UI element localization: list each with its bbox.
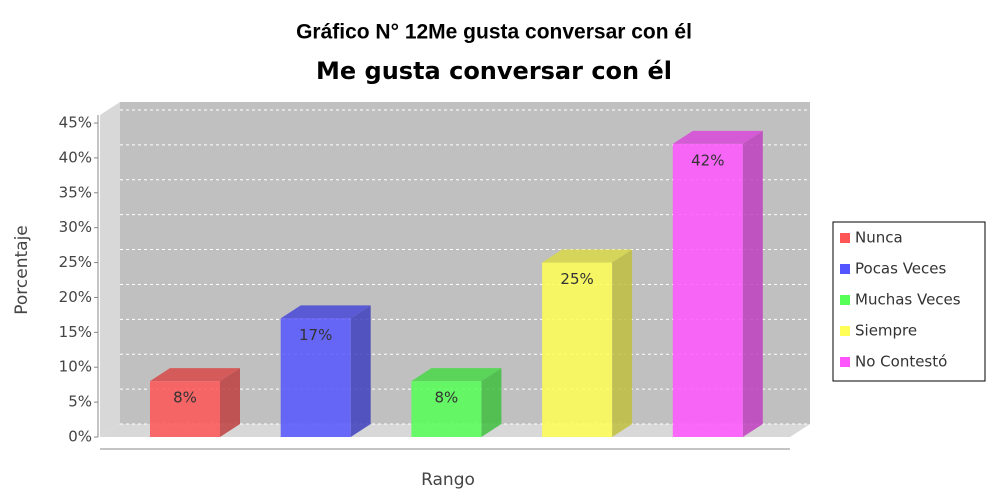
bar-side [350,305,371,437]
bar [411,381,482,437]
y-tick-label: 35% [59,183,92,201]
bar-side [612,249,633,437]
y-axis-label: Porcentaje [12,225,32,315]
y-tick-label: 0% [68,428,92,446]
bar [542,262,613,437]
data-label: 8% [173,389,197,407]
x-axis-label: Rango [421,470,475,490]
bar-top [672,130,763,144]
bar [280,318,351,437]
data-label: 8% [435,389,459,407]
y-tick-label: 15% [59,323,92,341]
legend-swatch [840,233,850,243]
data-label: 17% [299,326,332,344]
data-label: 42% [691,151,724,169]
bar-side [220,368,240,437]
y-tick-label: 45% [59,114,92,132]
y-tick-label: 40% [59,148,92,166]
legend-label: Muchas Veces [855,291,961,309]
bar [672,143,743,437]
y-tick-label: 20% [59,288,92,306]
y-tick-label: 25% [59,253,92,271]
data-label: 25% [560,270,593,288]
legend-box [832,221,986,382]
bar-top [280,305,371,319]
side-wall [100,102,120,437]
page-title: Gráfico N° 12Me gusta conversar con él [296,21,692,44]
bar-top [150,368,240,382]
y-tick-label: 10% [59,358,92,376]
legend-label: Siempre [855,322,917,340]
y-tick-label: 30% [59,218,92,236]
legend-label: No Contestó [855,353,947,371]
legend-swatch [840,295,850,305]
bar [150,381,220,437]
bar-side [742,130,763,437]
bar-top [542,249,633,263]
bar-side [481,368,502,437]
legend-swatch [840,357,850,367]
y-tick-label: 5% [68,393,92,411]
legend-swatch [840,326,850,336]
bar-top [411,368,502,382]
chart-title: Me gusta conversar con él [316,57,672,85]
legend-label: Nunca [855,229,903,247]
legend-label: Pocas Veces [855,260,947,278]
legend-swatch [840,264,850,274]
